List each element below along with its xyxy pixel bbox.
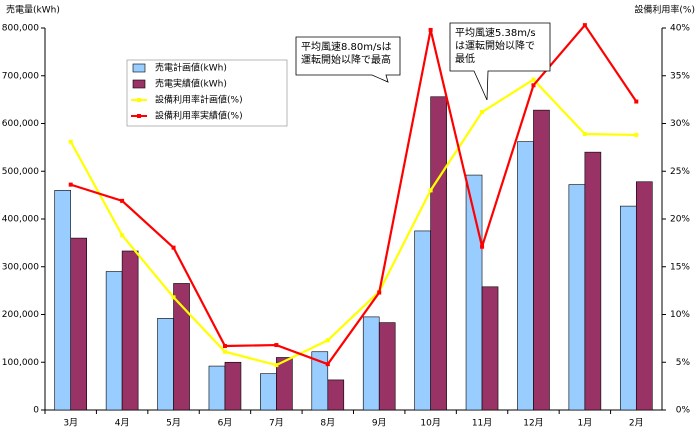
annotation-text: 最低 (455, 52, 475, 65)
x-tick-label: 8月 (320, 418, 335, 429)
line-marker (222, 349, 227, 354)
y2-tick-label: 30% (670, 119, 690, 129)
legend-box (126, 59, 288, 127)
x-tick-label: 11月 (472, 418, 492, 429)
y-tick-label: 300,000 (2, 262, 39, 272)
x-tick-label: 4月 (115, 418, 130, 429)
bar (327, 379, 345, 411)
bar (105, 271, 123, 411)
y-tick-label: 500,000 (2, 167, 39, 177)
bar (635, 181, 653, 411)
bar (430, 96, 447, 411)
legend-swatch (132, 79, 146, 89)
line-marker (582, 23, 587, 28)
line (70, 23, 638, 366)
bar (173, 283, 190, 411)
bar (70, 237, 88, 411)
line-marker (531, 83, 536, 88)
bar (481, 286, 499, 411)
x-tick-label: 5月 (166, 418, 181, 429)
y2-tick-label: 15% (670, 262, 690, 272)
line-marker (171, 295, 176, 300)
x-tick-label: 1月 (578, 418, 593, 429)
bar (378, 322, 396, 411)
callout (449, 22, 551, 101)
line-marker (274, 343, 279, 348)
line-marker (120, 198, 125, 203)
annotation-text: 運転開始以降で最高 (301, 53, 391, 66)
bar (568, 184, 586, 411)
y2-tick-label: 5% (676, 358, 691, 368)
y2-tick-label: 25% (670, 167, 690, 177)
line-marker (222, 344, 227, 349)
line-marker (68, 182, 73, 187)
bar (54, 190, 72, 411)
bar (276, 357, 293, 411)
line-marker (428, 27, 433, 32)
y2-tick-label: 40% (670, 24, 690, 34)
x-tick-label: 2月 (629, 418, 644, 429)
x-tick-label: 6月 (218, 418, 233, 429)
x-tick-label: 9月 (372, 418, 387, 429)
x-tick-label: 3月 (63, 418, 78, 429)
y-tick-label: 800,000 (2, 24, 39, 34)
bar (619, 205, 637, 411)
y2-tick-label: 10% (670, 310, 690, 320)
line-marker (428, 188, 433, 193)
y-tick-label: 700,000 (2, 71, 39, 81)
x-tick-label: 12月 (523, 418, 543, 429)
legend-swatch (137, 114, 141, 118)
legend-label: 設備利用率計画値(%) (155, 94, 243, 106)
callout (295, 36, 401, 83)
bar (260, 373, 277, 411)
y-axis-title: 売電量(kWh) (6, 4, 60, 16)
bar (121, 250, 139, 411)
line-marker (68, 139, 73, 144)
y-tick-label: 100,000 (2, 358, 39, 368)
y2-tick-label: 35% (670, 71, 690, 81)
line-marker (634, 99, 639, 104)
legend-label: 売電計画値(kWh) (155, 62, 227, 74)
annotation-text: 平均風速8.80m/sは (301, 41, 392, 53)
bar (362, 316, 380, 411)
y-tick-label: 200,000 (2, 310, 39, 320)
y2-tick-label: 20% (670, 215, 690, 225)
line-marker (634, 132, 639, 137)
line-marker (325, 362, 330, 367)
y-tick-label: 0 (33, 406, 39, 416)
bar (584, 151, 602, 411)
bar (208, 365, 226, 411)
line-marker (480, 244, 485, 249)
line (69, 78, 637, 367)
line-marker (171, 245, 176, 250)
legend-swatch (132, 63, 146, 73)
legend-swatch (137, 98, 141, 102)
line-marker (531, 77, 536, 82)
bar (517, 141, 534, 411)
legend-label: 設備利用率実績値(%) (155, 110, 243, 122)
line-marker (480, 110, 485, 115)
bar (157, 318, 174, 411)
line-marker (325, 338, 330, 343)
y-tick-label: 600,000 (2, 119, 39, 129)
x-tick-label: 7月 (269, 418, 284, 429)
y2-tick-label: 0% (676, 406, 691, 416)
line-marker (120, 233, 125, 238)
x-tick-label: 10月 (420, 418, 440, 429)
annotation-text: は運転開始以降で (455, 39, 535, 52)
bar (533, 109, 550, 411)
bar (224, 361, 242, 411)
line-marker (582, 132, 587, 137)
bar (414, 230, 431, 411)
annotation-text: 平均風速5.38m/s (455, 27, 536, 39)
legend-label: 売電実績値(kWh) (155, 78, 227, 90)
y-tick-label: 400,000 (2, 215, 39, 225)
line-marker (274, 363, 279, 368)
y2-axis-title: 設備利用率(%) (634, 4, 695, 16)
line-marker (377, 290, 382, 295)
